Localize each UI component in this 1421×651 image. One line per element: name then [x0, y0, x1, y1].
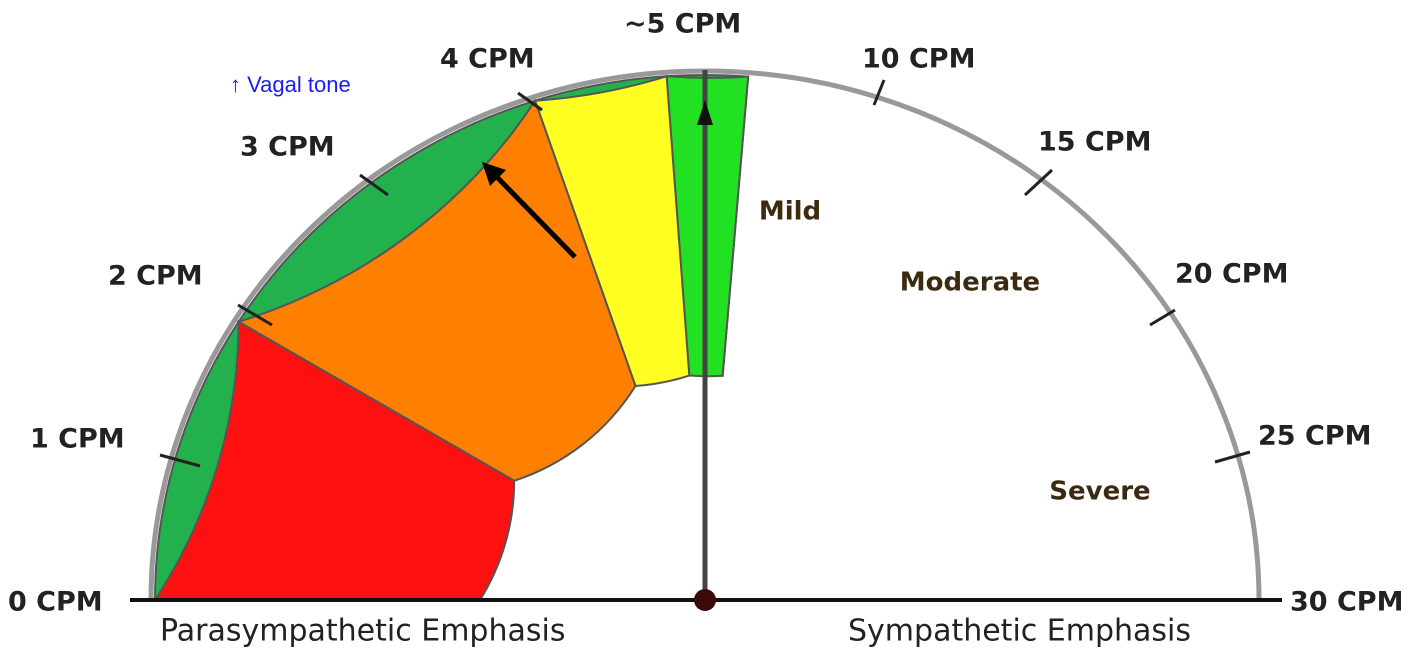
severe-sector: [153, 320, 516, 601]
annotation: ↑ Vagal tone: [230, 72, 351, 97]
tick-mark: [1149, 308, 1176, 327]
tick-mark: [237, 303, 273, 327]
zone-label: Mild: [759, 197, 821, 227]
tick-label: 0 CPM: [8, 587, 103, 618]
tick-label: 30 CPM: [1290, 587, 1403, 618]
tick-label: 3 CPM: [240, 132, 335, 163]
tick-mark: [517, 91, 543, 112]
moderate-sector: [236, 98, 637, 482]
tick-label: 25 CPM: [1258, 421, 1371, 452]
tick-mark: [159, 453, 201, 468]
needle-pivot: [694, 589, 716, 611]
footer-left: Parasympathetic Emphasis: [160, 614, 565, 648]
tick-marks: [159, 79, 1251, 468]
tick-label: 1 CPM: [30, 424, 125, 455]
arrow-shaft: [490, 170, 577, 259]
tick-label: 10 CPM: [862, 44, 975, 75]
needle-head: [697, 100, 713, 125]
tick-label: ~5 CPM: [624, 9, 741, 40]
footer-right: Sympathetic Emphasis: [848, 614, 1191, 648]
tick-label: 4 CPM: [440, 44, 535, 75]
zone-label: Moderate: [900, 268, 1040, 298]
gauge-sectors: [148, 68, 1262, 601]
tick-mark: [1023, 168, 1054, 197]
arrow-head: [482, 162, 506, 186]
tick-label: 2 CPM: [108, 261, 203, 292]
tick-mark: [1214, 450, 1251, 464]
zone-label: Severe: [1049, 477, 1150, 507]
tick-mark: [872, 79, 886, 106]
tick-mark: [359, 173, 389, 197]
tick-label: 15 CPM: [1038, 127, 1151, 158]
tick-label: 20 CPM: [1175, 259, 1288, 290]
